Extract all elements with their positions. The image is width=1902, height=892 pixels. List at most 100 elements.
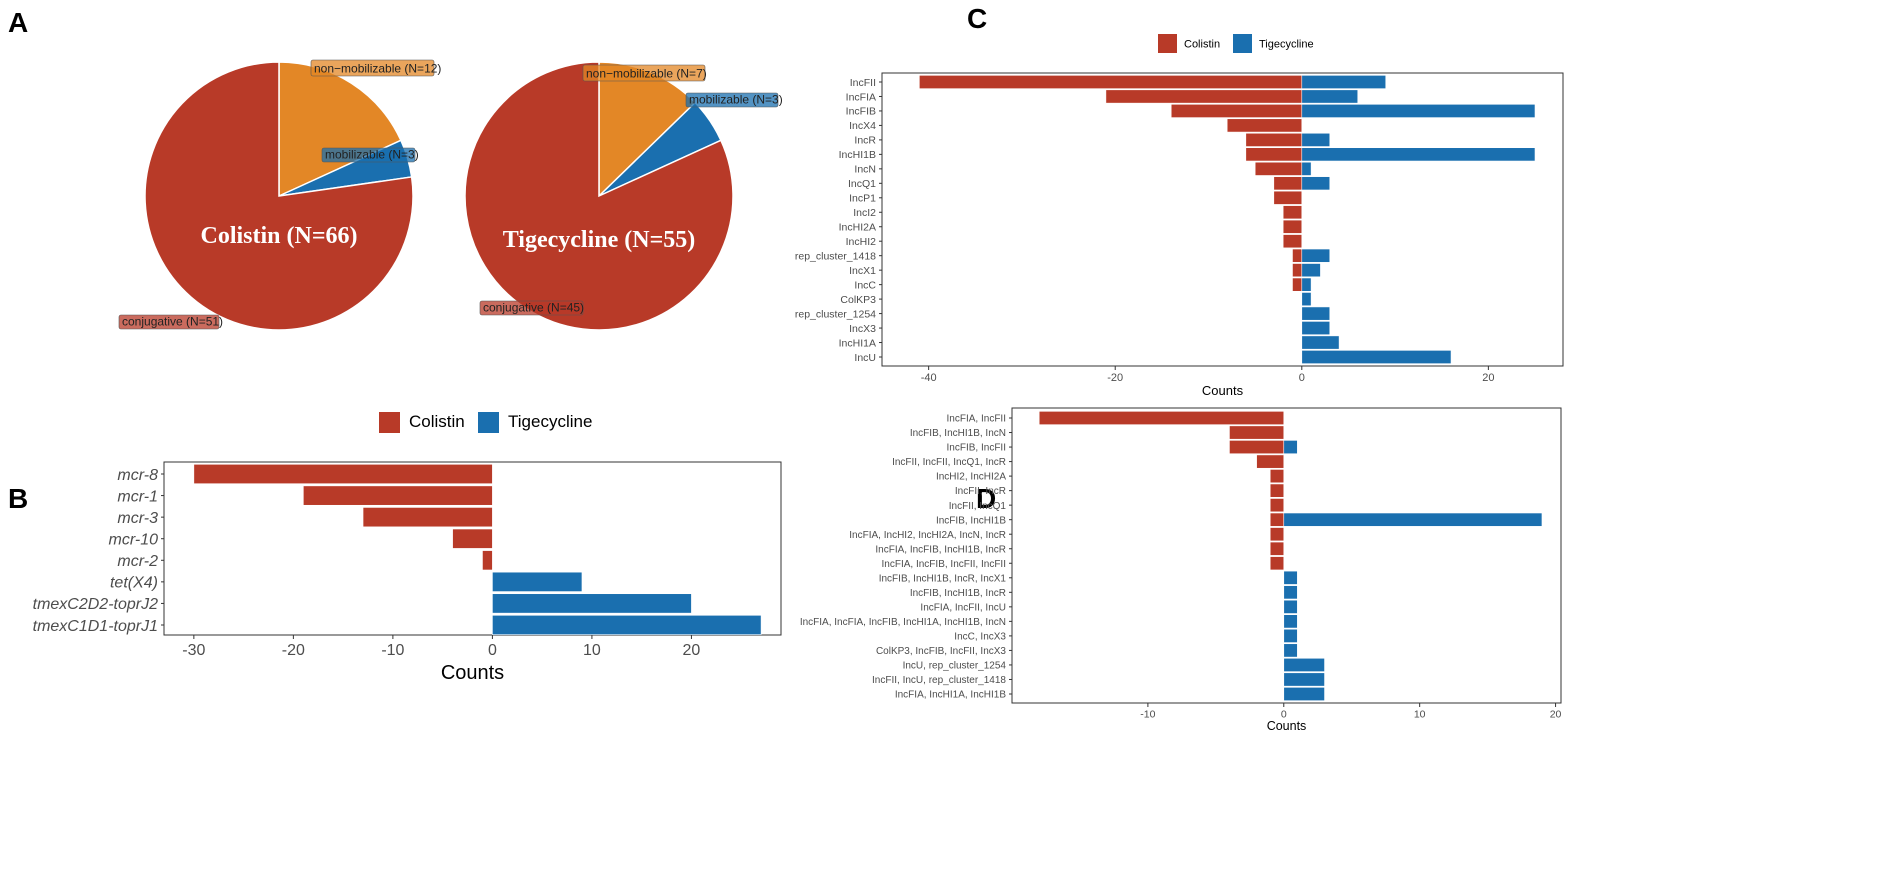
bar-tigecycline-incfib-inchi1b	[1283, 512, 1543, 527]
y-tick-label: IncU, rep_cluster_1254	[903, 661, 1007, 672]
bar-colistin-mcr-2	[482, 550, 493, 571]
bar-colistin-mcr-1	[303, 485, 493, 506]
bar-tigecycline-colkp3	[1301, 292, 1312, 307]
x-tick-label: 0	[1299, 372, 1305, 384]
bar-tigecycline-incx3	[1301, 321, 1331, 336]
pie-slice-non-mobilizable-n-12	[278, 61, 402, 198]
bar-tigecycline-inchi1a	[1301, 335, 1340, 350]
plot-frame	[163, 461, 782, 636]
bar-tigecycline-incfii	[1301, 75, 1387, 89]
bar-colistin-incfib-inchi1b-incn	[1229, 425, 1285, 440]
bar-colistin-mcr-10	[452, 528, 493, 549]
bar-tigecycline-incfib-incfii	[1283, 440, 1298, 455]
x-tick-label: 0	[1281, 709, 1287, 721]
bar-tigecycline-incfib-inchi1b-incr	[1283, 585, 1298, 600]
bar-tigecycline-rep-cluster-1254	[1301, 306, 1331, 321]
bar-colistin-incfia-inchi2-inchi2a-incn-incr	[1269, 527, 1285, 542]
bar-colistin-incx4	[1226, 118, 1303, 133]
bar-colistin-mcr-8	[193, 463, 493, 485]
bar-colistin-incfib	[1170, 103, 1303, 118]
x-tick-label: 20	[683, 642, 701, 659]
y-tick-label: tmexC1D1-toprJ1	[33, 618, 158, 635]
pie-slice-conjugative-n-51	[144, 61, 414, 331]
y-tick-label: IncHI1A	[839, 337, 876, 349]
y-tick-label: rep_cluster_1418	[795, 250, 876, 262]
bar-colistin-incfib-inchi1b	[1269, 512, 1285, 527]
pie-label-box	[479, 300, 584, 316]
pie-label-box	[582, 64, 706, 82]
bar-tigecycline-incfii-incu-rep-cluster-1418	[1283, 672, 1325, 687]
bar-colistin-incr	[1245, 132, 1303, 147]
bar-tigecycline-tet-x4	[492, 571, 583, 592]
bar-chart-replicons: IncFII IncFIA IncFIB IncX4 IncR IncHI1B IncN In…	[795, 34, 1564, 398]
legend-label-colistin: Colistin	[1184, 39, 1220, 51]
pie-label-box	[118, 314, 220, 330]
bar-colistin-incfii-incq1	[1269, 498, 1285, 513]
x-tick-label: -10	[381, 642, 404, 659]
x-axis-title: Counts	[441, 662, 504, 684]
legend-swatch-tigecycline	[478, 412, 499, 433]
bar-colistin-incn	[1254, 161, 1303, 176]
y-tick-label: IncFII	[850, 77, 876, 89]
plot-frame	[1011, 407, 1562, 704]
y-tick-label: IncFIB, IncHI1B, IncR, IncX1	[879, 573, 1007, 584]
y-tick-label: IncC	[854, 279, 876, 291]
y-tick-label: IncFIA	[846, 91, 876, 103]
bar-tigecycline-incr	[1301, 132, 1331, 147]
bar-colistin-incfii-incfii-incq1-incr	[1256, 454, 1285, 469]
y-tick-label: IncR	[854, 135, 876, 147]
bar-colistin-inchi2	[1282, 234, 1303, 249]
x-tick-label: 0	[488, 642, 497, 659]
pie-title: Tigecycline (N=55)	[503, 227, 696, 253]
legend-label-tigecycline: Tigecycline	[1259, 39, 1314, 51]
bar-tigecycline-incfib-inchi1b-incr-incx1	[1283, 570, 1298, 585]
bar-tigecycline-rep-cluster-1418	[1301, 248, 1331, 263]
bar-tigecycline-tmexc2d2-toprj2	[492, 593, 692, 614]
pie-label: conjugative (N=51)	[122, 315, 223, 329]
bar-colistin-incfia	[1105, 89, 1303, 104]
y-tick-label: IncFII, IncQ1	[949, 501, 1007, 512]
bar-tigecycline-incfia-incfii-incu	[1283, 599, 1298, 614]
y-tick-label: IncFIB, IncHI1B, IncN	[910, 428, 1006, 439]
y-tick-label: IncFIA, IncFII, IncU	[920, 602, 1006, 613]
pie-label-box	[685, 92, 779, 108]
pie-label: mobilizable (N=3)	[689, 93, 783, 107]
y-tick-label: IncX4	[849, 120, 876, 132]
pie-label: conjugative (N=45)	[483, 301, 584, 315]
y-tick-label: IncX3	[849, 323, 876, 335]
y-tick-label: IncP1	[849, 193, 876, 205]
bar-colistin-incfia-incfib-incfii-incfii	[1269, 556, 1285, 571]
y-tick-label: tmexC2D2-toprJ2	[33, 596, 158, 613]
bar-colistin-rep-cluster-1418	[1292, 248, 1303, 263]
bar-tigecycline-incu-rep-cluster-1254	[1283, 657, 1325, 672]
bar-tigecycline-colkp3-incfib-incfii-incx3	[1283, 643, 1298, 658]
x-tick-label: 10	[583, 642, 601, 659]
y-tick-label: rep_cluster_1254	[795, 308, 876, 320]
y-tick-label: IncHI2, IncHI2A	[936, 472, 1006, 483]
bar-colistin-mcr-3	[362, 507, 493, 528]
x-tick-label: 20	[1482, 372, 1494, 384]
y-tick-label: mcr-2	[117, 553, 158, 570]
bar-tigecycline-incc	[1301, 277, 1312, 292]
y-tick-label: IncX1	[849, 265, 876, 277]
bar-chart-genes: mcr-8 mcr-1 mcr-3 mcr-10 mcr-2 tet(X4) tmexC2D…	[33, 412, 782, 684]
y-tick-label: IncFIB, IncHI1B, IncR	[910, 588, 1006, 599]
legend-swatch-colistin	[1158, 34, 1177, 53]
bar-colistin-incfii-incr	[1269, 483, 1285, 498]
y-tick-label: mcr-3	[117, 510, 158, 527]
bar-colistin-inchi2-inchi2a	[1269, 469, 1285, 484]
y-tick-label: IncHI2A	[839, 222, 876, 234]
pie-title: Colistin (N=66)	[200, 223, 357, 249]
plot-frame	[881, 72, 1564, 367]
y-tick-label: IncFIB, IncHI1B	[936, 515, 1006, 526]
x-tick-label: -20	[1107, 372, 1123, 384]
pie-label-box	[310, 59, 435, 77]
bar-colistin-incfii	[919, 75, 1303, 89]
bar-tigecycline-incfia	[1301, 89, 1359, 104]
bar-chart-replicon-combinations: IncFIA, IncFII IncFIB, IncHI1B, IncN IncFI…	[800, 407, 1562, 733]
bar-tigecycline-incn	[1301, 161, 1312, 176]
pie-chart-colistin: Colistin (N=66) non−mobilizable (N=12) mob…	[118, 59, 441, 331]
bar-colistin-incfia-incfii	[1038, 411, 1285, 425]
bar-tigecycline-incfia-incfia-incfib-inchi1a-inchi1b-incn	[1283, 614, 1298, 629]
